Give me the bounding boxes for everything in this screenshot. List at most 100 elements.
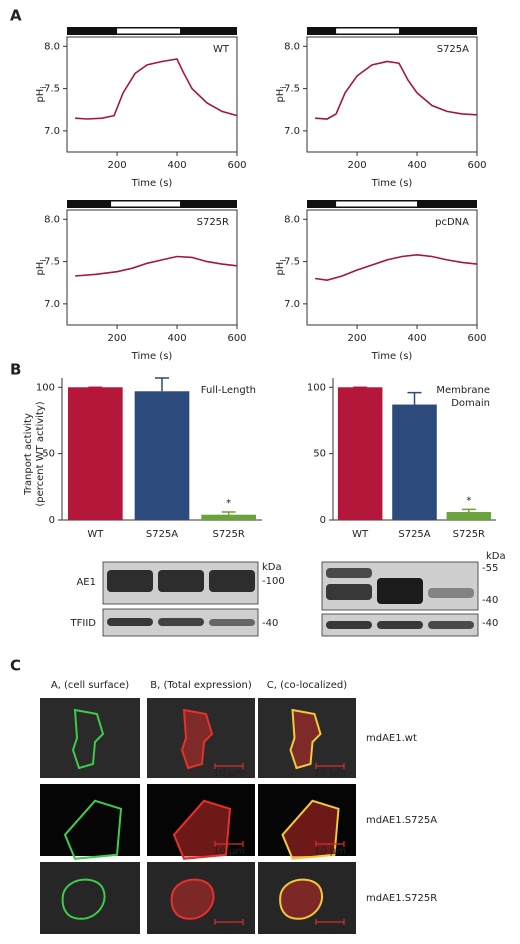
annotation: *	[466, 495, 471, 506]
scale-bar-label: 10 µm	[314, 846, 346, 857]
y-axis-label-main: pH	[35, 89, 46, 103]
blot-row-label: AE1	[76, 577, 96, 588]
micrograph	[40, 862, 140, 934]
blot-band	[377, 578, 423, 604]
cell	[279, 878, 323, 920]
cell-fill	[280, 879, 323, 919]
solution-bar-gap	[111, 201, 181, 207]
bar	[134, 391, 190, 520]
x-tick-label: 200	[348, 160, 367, 171]
x-axis-label: Time (s)	[371, 178, 413, 189]
panel-label: B	[10, 361, 21, 379]
y-axis-label: pHi	[275, 86, 288, 102]
error-bar	[155, 377, 169, 392]
error-bar	[461, 508, 476, 513]
blot-band	[158, 618, 204, 626]
cell	[61, 878, 106, 920]
solution-bar-gap	[336, 28, 400, 34]
size-marker: -100	[262, 576, 285, 587]
x-tick-label: 400	[167, 160, 186, 171]
blot-band	[209, 619, 255, 626]
cell	[289, 708, 322, 770]
chart-title: Domain	[451, 398, 490, 409]
trace	[315, 60, 478, 120]
column-header: B, (Total expression)	[150, 680, 252, 691]
y-axis-label: Tranport activity	[23, 413, 34, 496]
trace-label: pcDNA	[435, 217, 469, 228]
y-axis-label-sub: i	[279, 259, 288, 261]
micrograph	[40, 698, 140, 778]
size-marker: -55	[482, 563, 498, 574]
plot-frame	[306, 209, 478, 326]
row-label: mdAE1.S725A	[366, 815, 437, 826]
error-bar	[221, 511, 236, 515]
x-axis-label: Time (s)	[131, 351, 173, 362]
blot-band	[326, 621, 372, 629]
scale-bar	[214, 841, 244, 847]
y-tick-label: 8.0	[44, 41, 60, 52]
cell	[281, 799, 340, 860]
panel-label: C	[10, 657, 21, 675]
y-tick-label: 0	[49, 515, 55, 526]
y-axis-label-main: pH	[35, 262, 46, 276]
y-axis-label-main: pH	[275, 89, 286, 103]
panel-label: A	[10, 7, 22, 25]
scale-bar	[315, 919, 345, 925]
row-label: mdAE1.wt	[366, 733, 417, 744]
row-label: mdAE1.S725R	[366, 893, 437, 904]
x-tick-label: S725R	[212, 529, 244, 540]
y-axis-label: (percent WT activity)	[35, 401, 46, 506]
column-header: C, (co-localized)	[267, 680, 347, 691]
y-axis-label-sub: i	[39, 259, 48, 261]
scale-bar-label: 10 µm	[314, 924, 346, 935]
x-tick-label: 400	[407, 160, 426, 171]
scale-bar-label: 10 µm	[213, 924, 245, 935]
x-tick-label: S725R	[453, 529, 485, 540]
x-tick-label: 600	[227, 333, 246, 344]
size-marker: -40	[262, 618, 278, 629]
cell	[170, 878, 215, 920]
x-tick-label: 600	[467, 333, 486, 344]
cell-fill	[171, 879, 214, 919]
y-tick-label: 8.0	[284, 41, 300, 52]
plot-frame	[66, 209, 238, 326]
blot-band	[158, 570, 204, 592]
size-marker: kDa	[486, 551, 506, 562]
scale-bar	[315, 841, 345, 847]
cell	[63, 799, 123, 860]
x-tick-label: 600	[467, 160, 486, 171]
x-tick-label: 600	[227, 160, 246, 171]
x-tick-label: 400	[167, 333, 186, 344]
annotation: *	[226, 498, 231, 509]
bar	[337, 387, 383, 520]
y-axis-label-sub: i	[39, 86, 48, 88]
blot-band	[107, 618, 153, 626]
cell	[180, 708, 214, 770]
trace	[75, 255, 238, 277]
scale-bar	[214, 763, 244, 769]
chart-title: Membrane	[436, 385, 490, 396]
y-tick-label: 8.0	[44, 214, 60, 225]
cell-fill	[290, 710, 321, 768]
y-axis-label: pHi	[35, 86, 48, 102]
y-tick-label: 7.5	[284, 257, 300, 268]
y-tick-label: 7.0	[44, 299, 60, 310]
cell	[71, 708, 105, 770]
blot-band	[428, 621, 474, 629]
blot-band	[326, 584, 372, 600]
y-tick-label: 7.5	[284, 84, 300, 95]
chart-title: Full-Length	[201, 385, 256, 396]
y-axis-label-sub: i	[279, 86, 288, 88]
trace-label: WT	[213, 44, 230, 55]
column-header: A, (cell surface)	[51, 680, 129, 691]
blot-band	[209, 570, 255, 592]
x-axis-label: Time (s)	[371, 351, 413, 362]
x-tick-label: 200	[348, 333, 367, 344]
blot-band	[107, 570, 153, 592]
solution-bar-gap	[336, 201, 418, 207]
x-axis-label: Time (s)	[131, 178, 173, 189]
x-tick-label: 200	[108, 333, 127, 344]
trace-label: S725R	[197, 217, 229, 228]
y-axis-label: pHi	[275, 259, 288, 275]
size-marker: -40	[482, 618, 498, 629]
